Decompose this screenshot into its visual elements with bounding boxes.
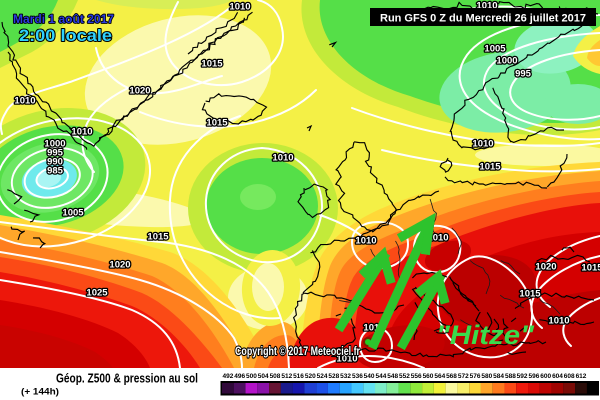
svg-text:1010: 1010	[472, 139, 493, 150]
svg-text:572: 572	[458, 373, 469, 380]
svg-text:"Hitze": "Hitze"	[436, 320, 535, 350]
svg-text:1010: 1010	[14, 96, 35, 107]
svg-text:500: 500	[246, 373, 257, 380]
svg-text:1010: 1010	[272, 153, 293, 164]
svg-text:1010: 1010	[336, 354, 357, 365]
svg-text:1010: 1010	[548, 316, 569, 327]
svg-text:1000: 1000	[496, 56, 517, 67]
svg-text:604: 604	[552, 373, 563, 380]
svg-text:596: 596	[528, 373, 539, 380]
svg-text:516: 516	[293, 373, 304, 380]
svg-text:1005: 1005	[484, 44, 506, 55]
svg-text:544: 544	[375, 373, 386, 380]
svg-text:995: 995	[515, 69, 532, 80]
svg-text:1010: 1010	[229, 2, 250, 13]
svg-text:576: 576	[470, 373, 481, 380]
svg-text:592: 592	[517, 373, 528, 380]
svg-text:612: 612	[576, 373, 587, 380]
svg-text:504: 504	[258, 373, 269, 380]
svg-text:1010: 1010	[355, 236, 376, 247]
svg-text:1010: 1010	[71, 127, 92, 138]
svg-text:1015: 1015	[147, 232, 169, 243]
svg-text:Run GFS 0 Z du Mercredi 26 jui: Run GFS 0 Z du Mercredi 26 juillet 2017	[380, 13, 586, 25]
svg-text:548: 548	[387, 373, 398, 380]
svg-text:508: 508	[270, 373, 281, 380]
svg-text:532: 532	[340, 373, 351, 380]
svg-text:492: 492	[222, 373, 233, 380]
svg-text:1020: 1020	[535, 262, 556, 273]
svg-text:1015: 1015	[479, 162, 501, 173]
svg-text:568: 568	[446, 373, 457, 380]
svg-text:Géop. Z500 & pression au sol: Géop. Z500 & pression au sol	[56, 371, 198, 386]
svg-text:556: 556	[411, 373, 422, 380]
svg-text:(+ 144h): (+ 144h)	[21, 387, 59, 398]
svg-text:560: 560	[423, 373, 434, 380]
svg-text:540: 540	[364, 373, 375, 380]
svg-text:588: 588	[505, 373, 516, 380]
svg-text:580: 580	[481, 373, 492, 380]
svg-text:536: 536	[352, 373, 363, 380]
svg-text:Mardi 1 août 2017: Mardi 1 août 2017	[13, 12, 114, 26]
svg-text:524: 524	[317, 373, 328, 380]
svg-text:1015: 1015	[581, 263, 600, 274]
svg-text:584: 584	[493, 373, 504, 380]
svg-text:600: 600	[540, 373, 551, 380]
svg-text:1025: 1025	[86, 288, 108, 299]
svg-text:1020: 1020	[109, 260, 130, 271]
svg-text:1015: 1015	[206, 118, 228, 129]
svg-text:1015: 1015	[519, 289, 541, 300]
svg-text:990: 990	[47, 157, 63, 168]
svg-text:512: 512	[281, 373, 292, 380]
svg-text:520: 520	[305, 373, 316, 380]
svg-text:Copyright © 2017 Meteociel.fr: Copyright © 2017 Meteociel.fr	[235, 346, 360, 358]
svg-text:608: 608	[564, 373, 575, 380]
svg-text:1000: 1000	[44, 139, 65, 150]
svg-text:564: 564	[434, 373, 445, 380]
svg-text:985: 985	[47, 166, 64, 177]
svg-text:2:00 locale: 2:00 locale	[19, 26, 112, 45]
svg-text:995: 995	[47, 148, 64, 159]
svg-text:1005: 1005	[62, 208, 84, 219]
svg-text:552: 552	[399, 373, 410, 380]
svg-text:528: 528	[328, 373, 339, 380]
svg-text:1020: 1020	[129, 86, 150, 97]
svg-text:496: 496	[234, 373, 245, 380]
svg-text:1015: 1015	[201, 59, 223, 70]
